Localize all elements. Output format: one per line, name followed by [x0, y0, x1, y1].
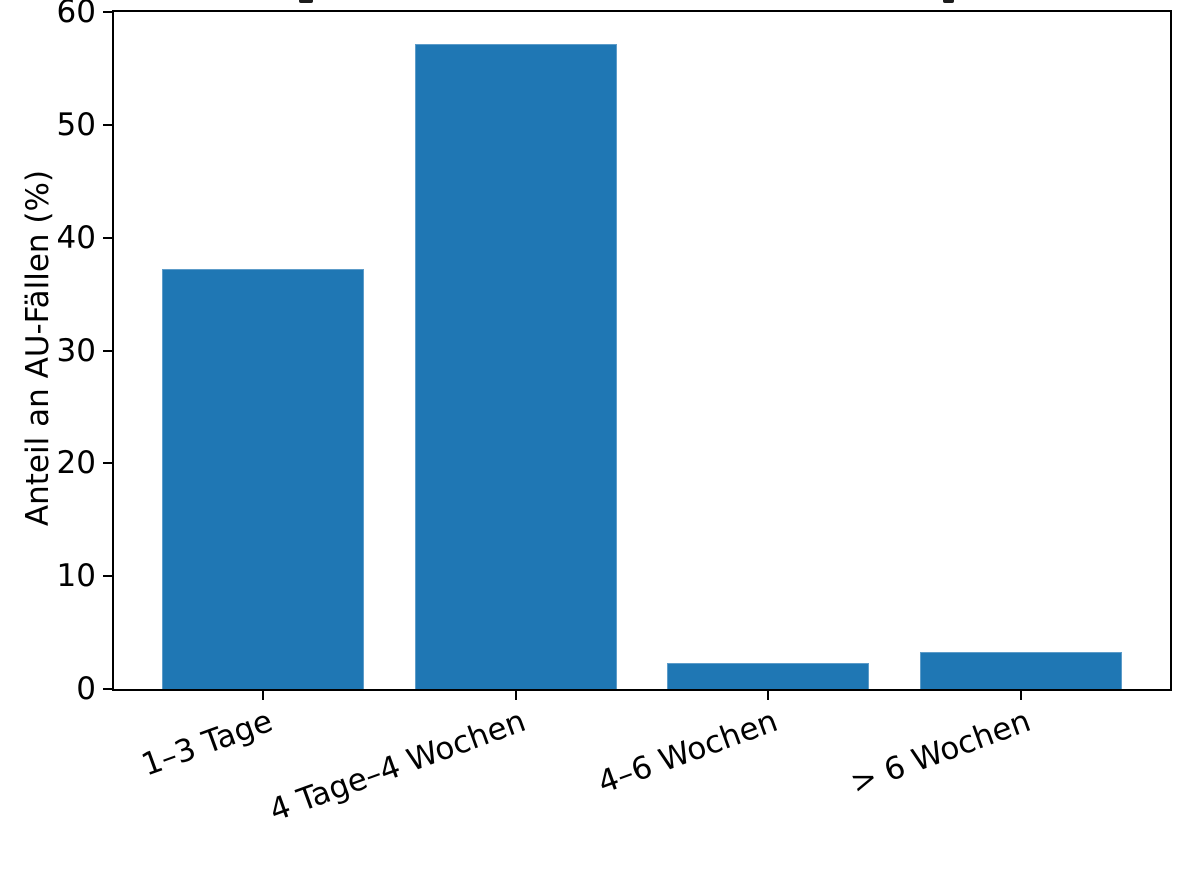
bar	[667, 663, 870, 689]
y-tick-label: 40	[56, 219, 96, 256]
y-tick-mark	[103, 462, 112, 465]
y-tick-label: 30	[56, 332, 96, 369]
y-tick-mark	[103, 349, 112, 352]
cropped-title-fragment	[943, 0, 954, 3]
y-tick-mark	[103, 11, 112, 13]
y-tick-label: 0	[76, 671, 96, 707]
x-tick-mark	[767, 691, 770, 700]
x-tick-label: 4–6 Wochen	[593, 703, 783, 802]
y-tick-mark	[103, 123, 112, 126]
x-tick-mark	[262, 691, 265, 700]
plot-area: 0 10 20 30 40 50 60 1–3 Tage 4 Tage–4 Wochen 4–6 …	[57, 0, 1172, 829]
y-tick-label: 50	[56, 106, 96, 143]
bar	[919, 651, 1122, 689]
y-tick-mark	[103, 688, 112, 690]
y-tick-label: 10	[56, 558, 96, 595]
y-tick-mark	[103, 575, 112, 578]
bar	[414, 43, 617, 689]
y-tick-label: 60	[56, 0, 96, 30]
x-tick-label: > 6 Wochen	[845, 703, 1036, 802]
x-tick-mark	[1019, 691, 1022, 700]
figure: Anteil an AU-Fällen (%) 0 10 20 30 40 50 60 1–3…	[20, 0, 1172, 829]
y-tick-label: 20	[56, 445, 96, 482]
bar	[162, 269, 365, 689]
x-tick-mark	[514, 691, 517, 700]
x-tick-label: 4 Tage–4 Wochen	[264, 703, 531, 829]
cropped-title-fragment	[299, 0, 313, 3]
y-tick-mark	[103, 236, 112, 239]
